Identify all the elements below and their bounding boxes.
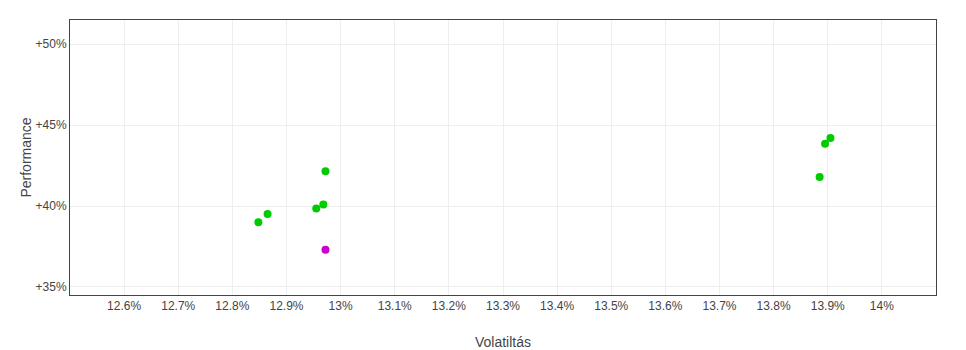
svg-text:13.4%: 13.4% — [540, 299, 574, 313]
svg-text:+35%: +35% — [36, 280, 67, 294]
svg-text:13.6%: 13.6% — [648, 299, 682, 313]
svg-text:+50%: +50% — [36, 37, 67, 51]
svg-text:13.9%: 13.9% — [811, 299, 845, 313]
svg-text:12.8%: 12.8% — [215, 299, 249, 313]
svg-text:+40%: +40% — [36, 199, 67, 213]
svg-text:13.7%: 13.7% — [702, 299, 736, 313]
svg-text:13.1%: 13.1% — [378, 299, 412, 313]
svg-text:14%: 14% — [870, 299, 894, 313]
svg-text:12.6%: 12.6% — [107, 299, 141, 313]
svg-text:Performance: Performance — [18, 117, 34, 197]
svg-text:13.3%: 13.3% — [486, 299, 520, 313]
svg-text:13.5%: 13.5% — [594, 299, 628, 313]
svg-text:Volatiltás: Volatiltás — [475, 334, 531, 350]
svg-text:+45%: +45% — [36, 118, 67, 132]
svg-text:12.7%: 12.7% — [161, 299, 195, 313]
svg-text:13.8%: 13.8% — [757, 299, 791, 313]
svg-text:12.9%: 12.9% — [269, 299, 303, 313]
svg-text:13%: 13% — [329, 299, 353, 313]
svg-text:13.2%: 13.2% — [432, 299, 466, 313]
